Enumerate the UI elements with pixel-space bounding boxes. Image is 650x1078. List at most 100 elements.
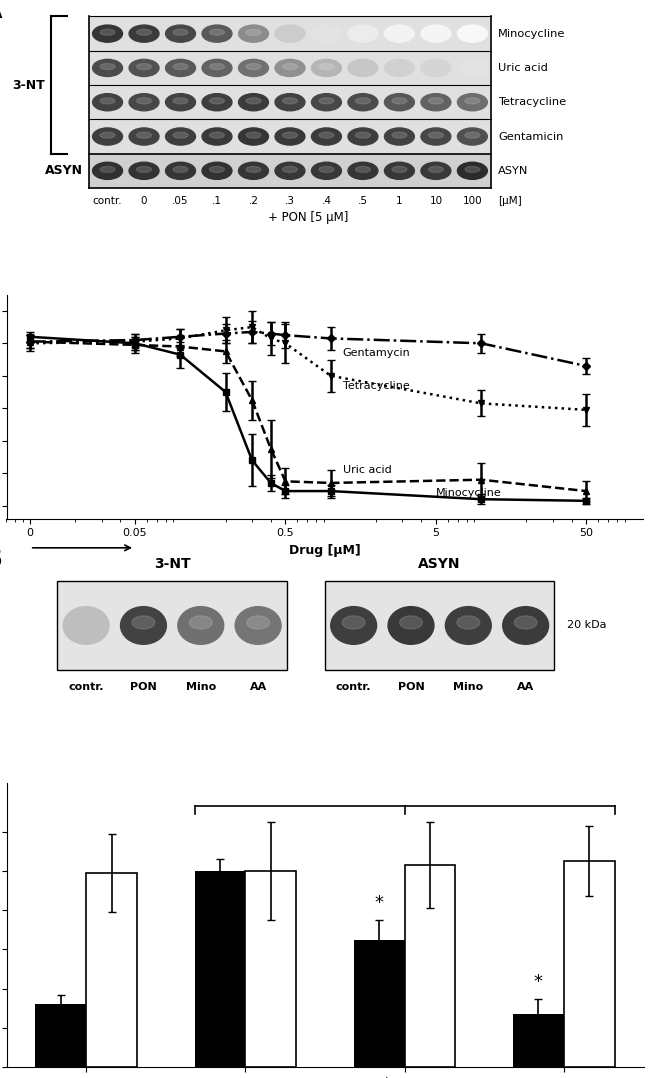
- Ellipse shape: [136, 166, 151, 172]
- Bar: [513, 1014, 564, 1067]
- Text: 20 kDa: 20 kDa: [567, 621, 606, 631]
- Ellipse shape: [209, 98, 224, 103]
- Ellipse shape: [428, 166, 443, 172]
- Ellipse shape: [421, 162, 451, 179]
- Ellipse shape: [319, 166, 334, 172]
- Ellipse shape: [100, 166, 115, 172]
- Bar: [354, 940, 404, 1067]
- Text: PON: PON: [130, 681, 157, 692]
- Ellipse shape: [246, 98, 261, 103]
- Text: Tetracycline: Tetracycline: [499, 97, 566, 107]
- Ellipse shape: [166, 94, 196, 111]
- Ellipse shape: [502, 607, 549, 645]
- Ellipse shape: [311, 94, 341, 111]
- Ellipse shape: [246, 64, 261, 70]
- Ellipse shape: [384, 25, 414, 42]
- Ellipse shape: [384, 128, 414, 146]
- Ellipse shape: [458, 128, 488, 146]
- Text: AA: AA: [250, 681, 266, 692]
- Bar: [194, 871, 246, 1067]
- Ellipse shape: [235, 607, 281, 645]
- Text: .4: .4: [322, 195, 332, 206]
- Ellipse shape: [173, 98, 188, 103]
- Bar: [89, 154, 491, 188]
- Ellipse shape: [136, 98, 151, 103]
- Text: A: A: [0, 0, 3, 24]
- Ellipse shape: [392, 98, 407, 103]
- Text: Uric acid: Uric acid: [343, 466, 391, 475]
- Bar: [36, 1005, 86, 1067]
- Ellipse shape: [348, 25, 378, 42]
- Ellipse shape: [202, 128, 232, 146]
- Ellipse shape: [388, 607, 434, 645]
- Ellipse shape: [129, 94, 159, 111]
- Text: 3-NT: 3-NT: [12, 79, 45, 92]
- Bar: [57, 581, 287, 671]
- Ellipse shape: [514, 616, 537, 630]
- Ellipse shape: [239, 25, 268, 42]
- Ellipse shape: [400, 616, 422, 630]
- Ellipse shape: [283, 133, 298, 138]
- Text: Minocycline: Minocycline: [436, 488, 502, 498]
- Ellipse shape: [421, 25, 451, 42]
- Ellipse shape: [275, 94, 305, 111]
- Ellipse shape: [319, 98, 334, 103]
- Ellipse shape: [246, 133, 261, 138]
- Ellipse shape: [202, 59, 232, 77]
- Text: Mino: Mino: [186, 681, 216, 692]
- Ellipse shape: [136, 64, 151, 70]
- Text: 0: 0: [141, 195, 148, 206]
- Ellipse shape: [209, 29, 224, 36]
- Ellipse shape: [92, 25, 122, 42]
- Text: ASYN: ASYN: [499, 166, 528, 176]
- Ellipse shape: [311, 162, 341, 179]
- Ellipse shape: [63, 607, 109, 645]
- Ellipse shape: [275, 162, 305, 179]
- Ellipse shape: [239, 128, 268, 146]
- Ellipse shape: [209, 133, 224, 138]
- Bar: [564, 861, 614, 1067]
- Ellipse shape: [275, 25, 305, 42]
- Bar: [89, 85, 491, 120]
- Ellipse shape: [428, 98, 443, 103]
- Ellipse shape: [129, 59, 159, 77]
- Ellipse shape: [348, 162, 378, 179]
- Ellipse shape: [92, 59, 122, 77]
- Ellipse shape: [465, 166, 480, 172]
- Ellipse shape: [421, 128, 451, 146]
- Text: .5: .5: [358, 195, 368, 206]
- Ellipse shape: [421, 59, 451, 77]
- Ellipse shape: [100, 64, 115, 70]
- Bar: [404, 866, 456, 1067]
- Bar: [89, 120, 491, 154]
- Ellipse shape: [246, 166, 261, 172]
- Ellipse shape: [100, 98, 115, 103]
- Text: Gentamycin: Gentamycin: [343, 348, 410, 358]
- Ellipse shape: [166, 25, 196, 42]
- Ellipse shape: [173, 133, 188, 138]
- Text: Mino: Mino: [453, 681, 484, 692]
- Ellipse shape: [100, 133, 115, 138]
- Ellipse shape: [331, 607, 376, 645]
- Ellipse shape: [342, 616, 365, 630]
- Ellipse shape: [202, 25, 232, 42]
- Ellipse shape: [136, 133, 151, 138]
- Ellipse shape: [458, 94, 488, 111]
- Ellipse shape: [311, 128, 341, 146]
- Ellipse shape: [348, 59, 378, 77]
- Text: B: B: [0, 545, 2, 573]
- Text: .2: .2: [248, 195, 259, 206]
- Text: 100: 100: [463, 195, 482, 206]
- Ellipse shape: [348, 128, 378, 146]
- Text: ASYN: ASYN: [419, 556, 461, 570]
- Ellipse shape: [173, 166, 188, 172]
- Ellipse shape: [120, 607, 166, 645]
- Ellipse shape: [458, 59, 488, 77]
- Ellipse shape: [283, 166, 298, 172]
- Ellipse shape: [189, 616, 213, 630]
- Ellipse shape: [275, 128, 305, 146]
- Text: .1: .1: [212, 195, 222, 206]
- Text: *: *: [534, 972, 543, 991]
- Ellipse shape: [129, 162, 159, 179]
- Bar: [89, 16, 491, 51]
